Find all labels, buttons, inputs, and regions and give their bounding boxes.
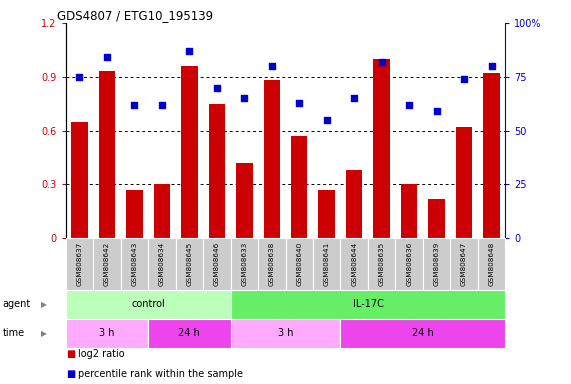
Text: GSM808642: GSM808642 [104, 242, 110, 286]
Bar [66, 290, 231, 319]
Point [405, 102, 414, 108]
Bar [176, 238, 203, 290]
Bar [368, 238, 395, 290]
Text: 24 h: 24 h [412, 328, 434, 338]
Text: ■: ■ [66, 369, 75, 379]
Bar [181, 66, 198, 238]
Text: GSM808635: GSM808635 [379, 242, 385, 286]
Text: GSM808643: GSM808643 [131, 242, 138, 286]
Text: time: time [3, 328, 25, 338]
Point [157, 102, 166, 108]
Text: ▶: ▶ [41, 329, 47, 338]
Text: control: control [131, 299, 165, 310]
Bar [286, 238, 313, 290]
Text: agent: agent [3, 299, 31, 310]
Bar [291, 136, 307, 238]
Bar [203, 238, 231, 290]
Text: 3 h: 3 h [278, 328, 293, 338]
Text: log2 ratio: log2 ratio [78, 349, 125, 359]
Point [377, 59, 386, 65]
Bar [483, 73, 500, 238]
Bar [313, 238, 340, 290]
Bar [148, 319, 231, 348]
Point [267, 63, 276, 69]
Text: GSM808646: GSM808646 [214, 242, 220, 286]
Text: GSM808634: GSM808634 [159, 242, 165, 286]
Bar [340, 238, 368, 290]
Text: GSM808638: GSM808638 [269, 242, 275, 286]
Bar [401, 184, 417, 238]
Bar [258, 238, 286, 290]
Bar [373, 59, 390, 238]
Bar [126, 190, 143, 238]
Point [295, 99, 304, 106]
Point [432, 108, 441, 114]
Bar [66, 319, 148, 348]
Bar [99, 71, 115, 238]
Bar [319, 190, 335, 238]
Text: GSM808639: GSM808639 [433, 242, 440, 286]
Bar [451, 238, 478, 290]
Text: percentile rank within the sample: percentile rank within the sample [78, 369, 243, 379]
Bar [231, 290, 505, 319]
Text: GSM808648: GSM808648 [489, 242, 494, 286]
Bar [478, 238, 505, 290]
Text: GSM808645: GSM808645 [186, 242, 192, 286]
Point [212, 84, 222, 91]
Text: IL-17C: IL-17C [352, 299, 383, 310]
Point [322, 117, 331, 123]
Text: 24 h: 24 h [179, 328, 200, 338]
Text: GSM808647: GSM808647 [461, 242, 467, 286]
Text: GSM808644: GSM808644 [351, 242, 357, 286]
Point [460, 76, 469, 82]
Bar [263, 80, 280, 238]
Point [487, 63, 496, 69]
Bar [231, 319, 340, 348]
Text: GDS4807 / ETG10_195139: GDS4807 / ETG10_195139 [57, 9, 213, 22]
Bar [66, 238, 93, 290]
Bar [148, 238, 176, 290]
Bar [154, 184, 170, 238]
Point [102, 55, 111, 61]
Bar [120, 238, 148, 290]
Text: ■: ■ [66, 349, 75, 359]
Text: GSM808637: GSM808637 [77, 242, 82, 286]
Bar [423, 238, 451, 290]
Bar [236, 163, 252, 238]
Bar [71, 122, 88, 238]
Bar [340, 319, 505, 348]
Bar [428, 199, 445, 238]
Text: GSM808640: GSM808640 [296, 242, 302, 286]
Bar [346, 170, 363, 238]
Point [240, 95, 249, 101]
Point [75, 74, 84, 80]
Text: GSM808633: GSM808633 [242, 242, 247, 286]
Text: GSM808636: GSM808636 [406, 242, 412, 286]
Bar [208, 104, 225, 238]
Text: 3 h: 3 h [99, 328, 115, 338]
Bar [456, 127, 472, 238]
Bar [93, 238, 120, 290]
Point [130, 102, 139, 108]
Point [349, 95, 359, 101]
Text: GSM808641: GSM808641 [324, 242, 329, 286]
Bar [231, 238, 258, 290]
Text: ▶: ▶ [41, 300, 47, 309]
Bar [395, 238, 423, 290]
Point [185, 48, 194, 54]
